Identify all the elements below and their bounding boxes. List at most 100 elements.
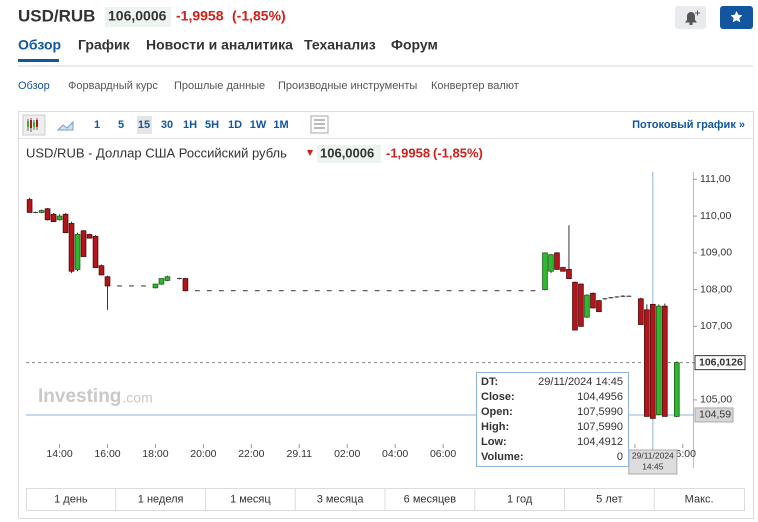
crosshair-price-label: 104,59 — [699, 409, 731, 421]
period-button[interactable]: 1 неделя — [138, 493, 184, 505]
candle-body — [177, 278, 182, 279]
subtab[interactable]: Прошлые данные — [174, 80, 265, 92]
interval[interactable]: 1H — [183, 119, 197, 131]
candle-body — [375, 290, 380, 291]
period-button[interactable]: 6 месяцев — [404, 493, 457, 505]
candle-body — [519, 290, 524, 291]
y-tick-label: 111,00 — [700, 173, 731, 185]
candle-body — [573, 282, 578, 330]
candle-body — [93, 236, 98, 267]
candle-body — [603, 298, 608, 299]
candle-body — [141, 285, 146, 286]
alert-button[interactable] — [675, 6, 706, 29]
period-button[interactable]: 5 лет — [596, 493, 622, 505]
tooltip-key: High: — [481, 421, 509, 433]
interval[interactable]: 15 — [138, 119, 150, 131]
y-tick-label: 105,00 — [700, 394, 732, 406]
candle-body — [195, 290, 200, 291]
chart-change: -1,9958 — [386, 145, 430, 160]
period-button[interactable]: 1 день — [54, 493, 88, 505]
candle-body — [33, 212, 38, 213]
interval[interactable]: 1 — [94, 119, 100, 131]
candle-body — [57, 216, 62, 220]
screen: USD/RUB 106,0006 -1,9958 (-1,85%) ОбзорГ… — [0, 0, 758, 522]
crosshair-time-label: 29/11/2024 — [632, 450, 674, 460]
candle-body — [579, 284, 584, 326]
interval[interactable]: 30 — [161, 119, 173, 131]
watchlist-button[interactable] — [720, 6, 753, 29]
period-button[interactable]: 1 год — [507, 493, 533, 505]
tab[interactable]: Обзор — [18, 37, 61, 53]
interval[interactable]: 5H — [205, 119, 219, 131]
interval[interactable]: 5 — [118, 119, 124, 131]
candle-body — [585, 295, 590, 317]
candle-body — [351, 290, 356, 291]
x-tick-label: 29.11 — [287, 448, 313, 460]
change-pct: (-1,85%) — [232, 8, 286, 24]
x-tick-label: 22:00 — [238, 448, 264, 460]
tooltip-key: DT: — [481, 376, 498, 388]
candle-body — [327, 290, 332, 291]
tooltip-value: 107,5990 — [577, 406, 623, 418]
candle-body — [51, 214, 56, 221]
candle-body — [75, 234, 80, 269]
candle-body — [483, 290, 488, 291]
candle-body — [255, 290, 260, 291]
subtabs: Обзор Форвардный курс Прошлые данные Произв… — [18, 80, 519, 92]
period-button[interactable]: 1 месяц — [230, 493, 271, 505]
subtab[interactable]: Конвертер валют — [431, 80, 519, 92]
candle-body — [315, 290, 320, 291]
symbol: USD/RUB — [18, 6, 95, 25]
periods: 1 день 1 неделя 1 месяц 3 месяца 6 месяцев 1 … — [27, 489, 745, 511]
tab[interactable]: Теханализ — [304, 37, 376, 53]
subtab[interactable]: Обзор — [18, 80, 50, 92]
candle-body — [591, 293, 596, 308]
interval[interactable]: 1W — [250, 119, 267, 131]
candle-body — [129, 285, 134, 286]
candle-body — [387, 290, 392, 291]
tooltip-value: 107,5990 — [577, 421, 623, 433]
change: -1,9958 — [176, 8, 224, 24]
settings-button[interactable] — [311, 116, 328, 133]
tab[interactable]: Форум — [391, 37, 438, 53]
period-button[interactable]: 3 месяца — [317, 493, 365, 505]
tooltip-value: 0 — [617, 451, 623, 463]
stream-link[interactable]: Потоковый график » — [632, 119, 745, 131]
candle-body — [219, 290, 224, 291]
candle-body — [638, 299, 643, 325]
candle-body — [435, 290, 440, 291]
chart-change-pct: (-1,85%) — [433, 145, 483, 160]
y-tick-label: 109,00 — [700, 247, 732, 259]
watermark: Investing — [38, 386, 121, 407]
candle-body — [644, 310, 649, 417]
candle-body — [27, 200, 32, 213]
x-tick-label: 02:00 — [334, 448, 360, 460]
candle-body — [117, 285, 122, 286]
y-tick-label: 107,00 — [700, 320, 732, 332]
subtab[interactable]: Форвардный курс — [68, 80, 158, 92]
candle-body — [608, 297, 613, 298]
candle-body — [495, 290, 500, 291]
candle-body — [279, 290, 284, 291]
candle-body — [423, 290, 428, 291]
subtab[interactable]: Производные инструменты — [278, 80, 417, 92]
candles-type-button[interactable] — [23, 115, 45, 135]
candle-body — [339, 290, 344, 291]
tab[interactable]: Новости и аналитика — [146, 37, 293, 53]
candle-body — [63, 214, 68, 232]
tooltip-key: Open: — [481, 406, 513, 418]
tooltip-value: 104,4912 — [577, 436, 623, 448]
x-tick-label: 06:00 — [430, 448, 456, 460]
crosshair-time-label: 14:45 — [642, 461, 664, 471]
candle-body — [597, 301, 602, 312]
candle-body — [543, 253, 548, 290]
tab[interactable]: График — [78, 37, 131, 53]
period-button[interactable]: Макс. — [685, 493, 714, 505]
candle-body — [165, 277, 170, 281]
interval[interactable]: 1M — [273, 119, 288, 131]
interval[interactable]: 1D — [228, 119, 242, 131]
candle-body — [662, 306, 667, 416]
candle-body — [656, 306, 661, 414]
candle-body — [614, 296, 619, 297]
tooltip-key: Close: — [481, 391, 515, 403]
